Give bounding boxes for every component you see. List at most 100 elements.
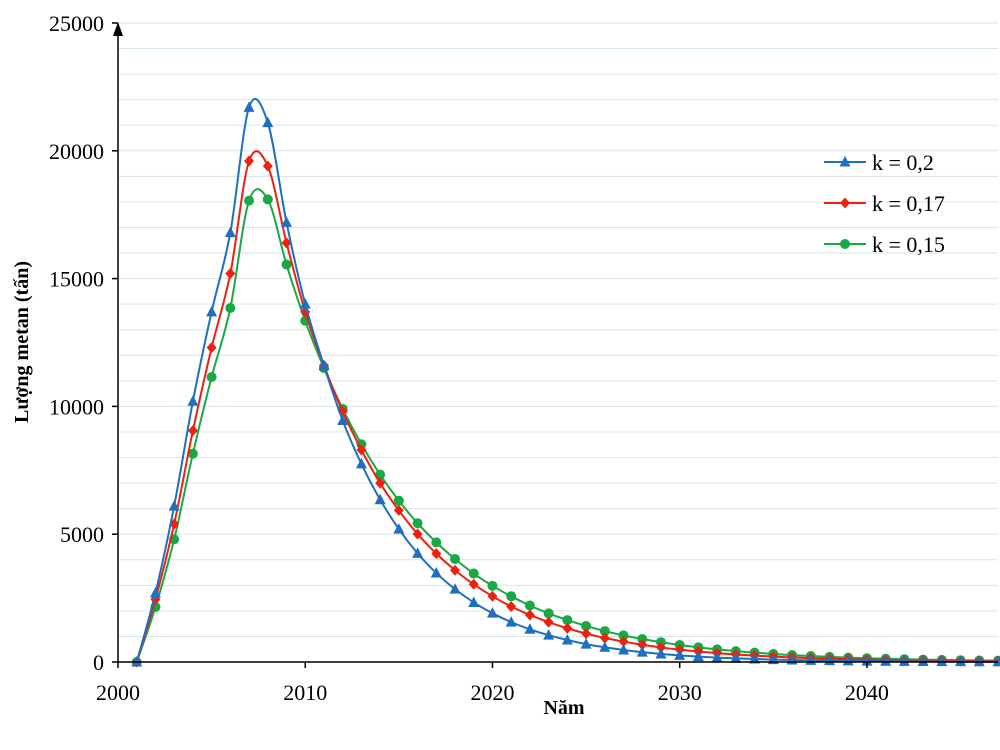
data-point [973,655,985,667]
gridlines [118,22,998,637]
data-point [581,620,592,631]
y-axis-title: Lượng metan (tấn) [11,261,33,423]
legend-marker [840,239,850,249]
y-tick-label: 20000 [49,139,104,164]
data-point [674,649,686,660]
data-point [149,586,161,598]
data-point [992,655,1000,667]
data-point [187,448,198,459]
data-point [206,372,217,383]
data-point [468,568,479,579]
data-point [375,477,386,489]
y-axis-arrow [113,22,123,36]
data-point [580,638,592,649]
data-point [206,342,217,354]
data-point [524,609,535,621]
data-point [487,590,498,602]
data-point [224,226,236,238]
data-point [225,267,236,279]
data-point [262,116,274,128]
data-point [637,639,648,651]
data-point [337,414,349,425]
data-point [861,655,873,666]
data-point [187,395,199,406]
data-point [505,616,517,627]
data-point [599,626,610,637]
data-point [225,302,236,313]
data-point [898,655,910,666]
data-point [637,633,648,644]
data-point [543,629,555,640]
data-point [880,655,892,666]
data-point [524,623,536,634]
data-point [431,537,442,548]
data-point [636,646,648,657]
data-point [599,641,611,652]
data-point [355,457,367,469]
legend-marker [839,156,851,167]
data-point [468,596,480,607]
data-point [393,495,404,506]
y-tick-label: 15000 [49,267,104,292]
data-point [917,655,929,667]
data-point [543,608,554,619]
data-point [412,518,423,529]
x-tick-label: 2040 [845,680,889,705]
data-point [468,578,479,590]
legend-item: k = 0,17 [824,191,945,216]
x-tick-label: 2010 [283,680,327,705]
legend-item: k = 0,15 [824,232,945,257]
data-point [318,359,330,371]
y-tick-label: 25000 [49,11,104,36]
data-point [618,636,629,648]
data-point [955,655,967,667]
series-layer [131,98,1000,668]
data-point [506,601,517,613]
data-point [749,653,761,664]
data-point [281,237,292,249]
data-point [486,607,498,618]
data-point [206,305,218,317]
data-point [561,634,573,645]
data-point [244,155,255,167]
legend-label: k = 0,17 [872,191,945,216]
data-point [412,547,424,558]
y-tick-label: 5000 [60,522,104,547]
data-point [487,580,498,591]
x-tick-label: 2030 [658,680,702,705]
data-point [450,553,461,564]
data-point [431,548,442,560]
data-point [936,655,948,667]
x-axis-title: Năm [543,697,584,719]
data-point [450,564,461,576]
data-point [506,591,517,602]
data-point [187,425,198,437]
data-point [655,647,667,659]
axes [113,22,998,663]
y-tick-label: 10000 [49,394,104,419]
data-point [842,654,854,666]
legend: k = 0,2 k = 0,17 k = 0,15 [824,150,945,257]
data-point [562,622,573,634]
data-point [356,444,367,456]
data-point [299,298,311,309]
x-tick-label: 2000 [96,680,140,705]
data-point [543,616,554,628]
data-point [618,643,630,655]
data-point [599,632,610,644]
data-point [393,504,404,516]
series-3 [131,188,1000,667]
data-point [262,194,273,205]
data-point [524,600,535,611]
data-point [562,615,573,626]
data-point [618,630,629,641]
data-point [243,101,255,112]
data-point [430,567,442,578]
data-point [374,493,386,505]
series-line [135,188,999,663]
data-point [244,195,255,206]
data-point [711,651,723,663]
data-point [281,259,292,270]
data-point [168,500,180,511]
